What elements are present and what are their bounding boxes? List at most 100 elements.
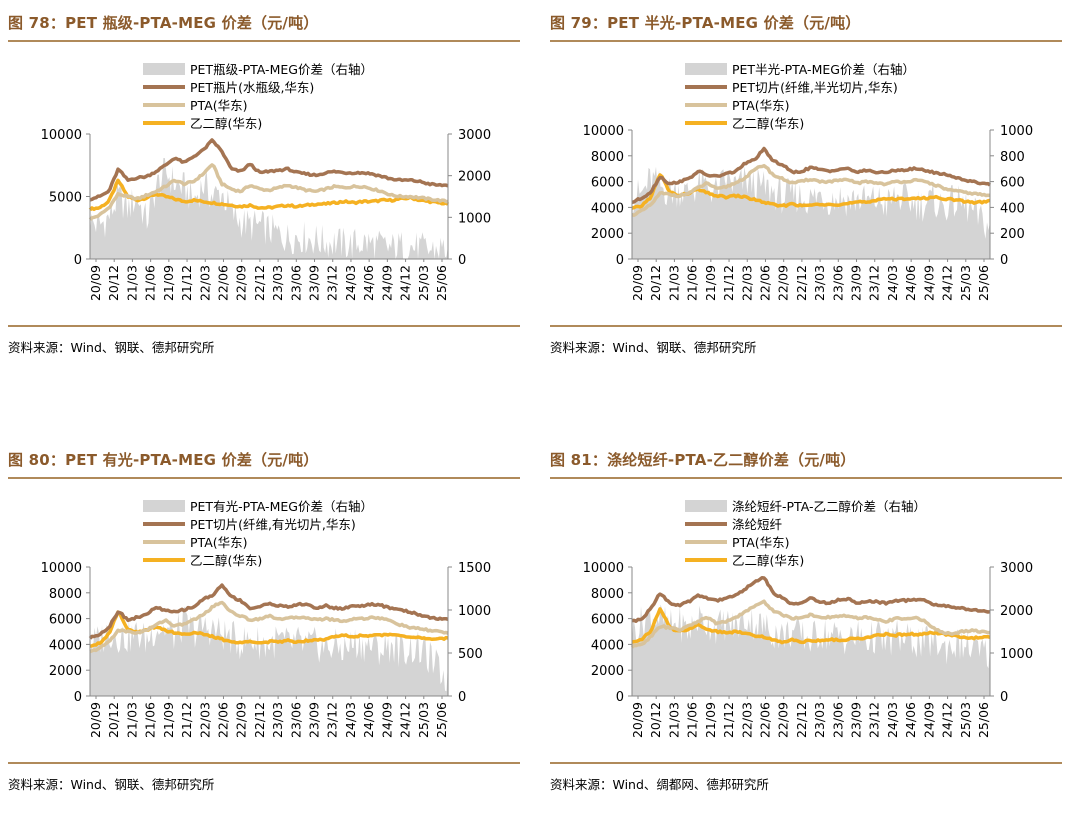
right-tick-label: 2000	[458, 170, 491, 185]
x-tick-label: 23/03	[270, 265, 285, 301]
source-note: 资料来源：Wind、钢联、德邦研究所	[8, 340, 215, 355]
x-tick-label: 24/12	[398, 702, 413, 738]
left-tick-label: 2000	[591, 227, 624, 242]
left-tick-label: 8000	[591, 587, 624, 602]
x-tick-label: 21/03	[666, 702, 681, 738]
left-tick-label: 5000	[49, 191, 82, 206]
right-tick-label: 0	[458, 690, 466, 705]
right-tick-label: 0	[458, 253, 466, 268]
main-line	[88, 583, 449, 640]
legend-item: 乙二醇(华东)	[685, 116, 804, 131]
meg-line	[631, 607, 991, 645]
figure-title: 图 79：PET 半光-PTA-MEG 价差（元/吨）	[550, 14, 861, 32]
left-tick-label: 10000	[583, 124, 624, 139]
legend-label: PET半光-PTA-MEG价差（右轴）	[732, 62, 915, 77]
x-tick-label: 23/12	[867, 265, 882, 301]
legend-item: PET切片(纤维,有光切片,华东)	[143, 517, 356, 532]
source-rule	[550, 325, 1062, 327]
x-tick-label: 24/12	[940, 702, 955, 738]
x-tick-label: 22/09	[776, 265, 791, 301]
x-tick-label: 20/12	[648, 702, 663, 738]
chart-area: PET有光-PTA-MEG价差（右轴） PET切片(纤维,有光切片,华东) PTA(…	[41, 499, 491, 738]
x-tick-label: 20/09	[88, 265, 103, 301]
legend-label: PET切片(纤维,半光切片,华东)	[732, 80, 898, 95]
legend-item: PTA(华东)	[685, 535, 790, 550]
x-tick-label: 23/06	[288, 702, 303, 738]
left-tick-label: 6000	[49, 613, 82, 628]
left-tick-label: 6000	[591, 613, 624, 628]
spread-area	[90, 606, 448, 696]
right-tick-label: 1000	[1000, 124, 1033, 139]
left-tick-label: 8000	[591, 150, 624, 165]
left-tick-label: 0	[616, 690, 624, 705]
x-tick-label: 22/12	[252, 702, 267, 738]
x-tick-label: 22/12	[794, 702, 809, 738]
x-tick-label: 21/12	[721, 265, 736, 301]
legend-item: 涤纶短纤	[685, 517, 783, 532]
source-rule	[8, 325, 520, 327]
x-tick-label: 22/03	[197, 702, 212, 738]
x-tick-label: 20/12	[648, 265, 663, 301]
figure-title: 图 78：PET 瓶级-PTA-MEG 价差（元/吨）	[8, 14, 319, 32]
x-tick-label: 22/12	[252, 265, 267, 301]
x-tick-label: 20/09	[630, 265, 645, 301]
right-tick-label: 0	[1000, 690, 1008, 705]
x-tick-label: 25/03	[958, 702, 973, 738]
x-tick-label: 24/03	[885, 265, 900, 301]
source-note: 资料来源：Wind、绸都网、德邦研究所	[550, 777, 769, 792]
legend-item: PET瓶片(水瓶级,华东)	[143, 80, 314, 95]
x-tick-label: 24/06	[361, 702, 376, 738]
x-tick-label: 25/06	[434, 702, 449, 738]
x-tick-label: 24/03	[343, 265, 358, 301]
x-tick-label: 22/09	[234, 702, 249, 738]
x-tick-label: 22/06	[215, 265, 230, 301]
x-tick-label: 23/09	[307, 265, 322, 301]
right-tick-label: 0	[1000, 253, 1008, 268]
x-tick-label: 25/03	[958, 265, 973, 301]
title-rule	[8, 477, 520, 479]
x-tick-label: 23/03	[812, 265, 827, 301]
spread-area	[90, 158, 448, 259]
legend-item: PTA(华东)	[143, 535, 248, 550]
right-tick-label: 2000	[1000, 604, 1033, 619]
source-rule	[550, 762, 1062, 764]
x-tick-label: 25/03	[416, 702, 431, 738]
x-tick-label: 23/06	[288, 265, 303, 301]
x-tick-label: 23/12	[867, 702, 882, 738]
x-tick-label: 21/09	[703, 265, 718, 301]
x-tick-label: 21/06	[685, 265, 700, 301]
legend-item: 乙二醇(华东)	[143, 116, 262, 131]
x-tick-label: 23/06	[830, 265, 845, 301]
x-tick-label: 21/09	[161, 265, 176, 301]
legend-item: PET半光-PTA-MEG价差（右轴）	[685, 62, 915, 77]
left-tick-label: 0	[616, 253, 624, 268]
x-tick-label: 24/09	[379, 702, 394, 738]
pta-line	[88, 163, 449, 221]
title-rule	[550, 40, 1062, 42]
x-tick-label: 21/03	[666, 265, 681, 301]
left-tick-label: 10000	[583, 561, 624, 576]
legend-label: PET瓶片(水瓶级,华东)	[190, 80, 314, 95]
x-tick-label: 22/12	[794, 265, 809, 301]
legend-swatch	[685, 500, 727, 512]
x-tick-label: 24/09	[921, 702, 936, 738]
x-tick-label: 20/12	[106, 702, 121, 738]
legend-label: 乙二醇(华东)	[190, 116, 262, 131]
x-tick-label: 22/03	[739, 265, 754, 301]
x-tick-label: 24/12	[398, 265, 413, 301]
left-tick-label: 10000	[41, 561, 82, 576]
left-tick-label: 0	[74, 690, 82, 705]
x-tick-label: 23/12	[325, 702, 340, 738]
x-tick-label: 24/12	[940, 265, 955, 301]
legend-swatch	[143, 63, 185, 75]
x-tick-label: 24/03	[343, 702, 358, 738]
spread-area	[632, 166, 990, 259]
x-tick-label: 25/06	[976, 265, 991, 301]
pta-line	[631, 163, 991, 218]
x-tick-label: 23/09	[307, 702, 322, 738]
right-tick-label: 400	[1000, 201, 1025, 216]
legend-label: 乙二醇(华东)	[190, 553, 262, 568]
legend-label: 乙二醇(华东)	[732, 553, 804, 568]
source-note: 资料来源：Wind、钢联、德邦研究所	[8, 777, 215, 792]
figure-title: 图 81：涤纶短纤-PTA-乙二醇价差（元/吨）	[550, 451, 856, 469]
